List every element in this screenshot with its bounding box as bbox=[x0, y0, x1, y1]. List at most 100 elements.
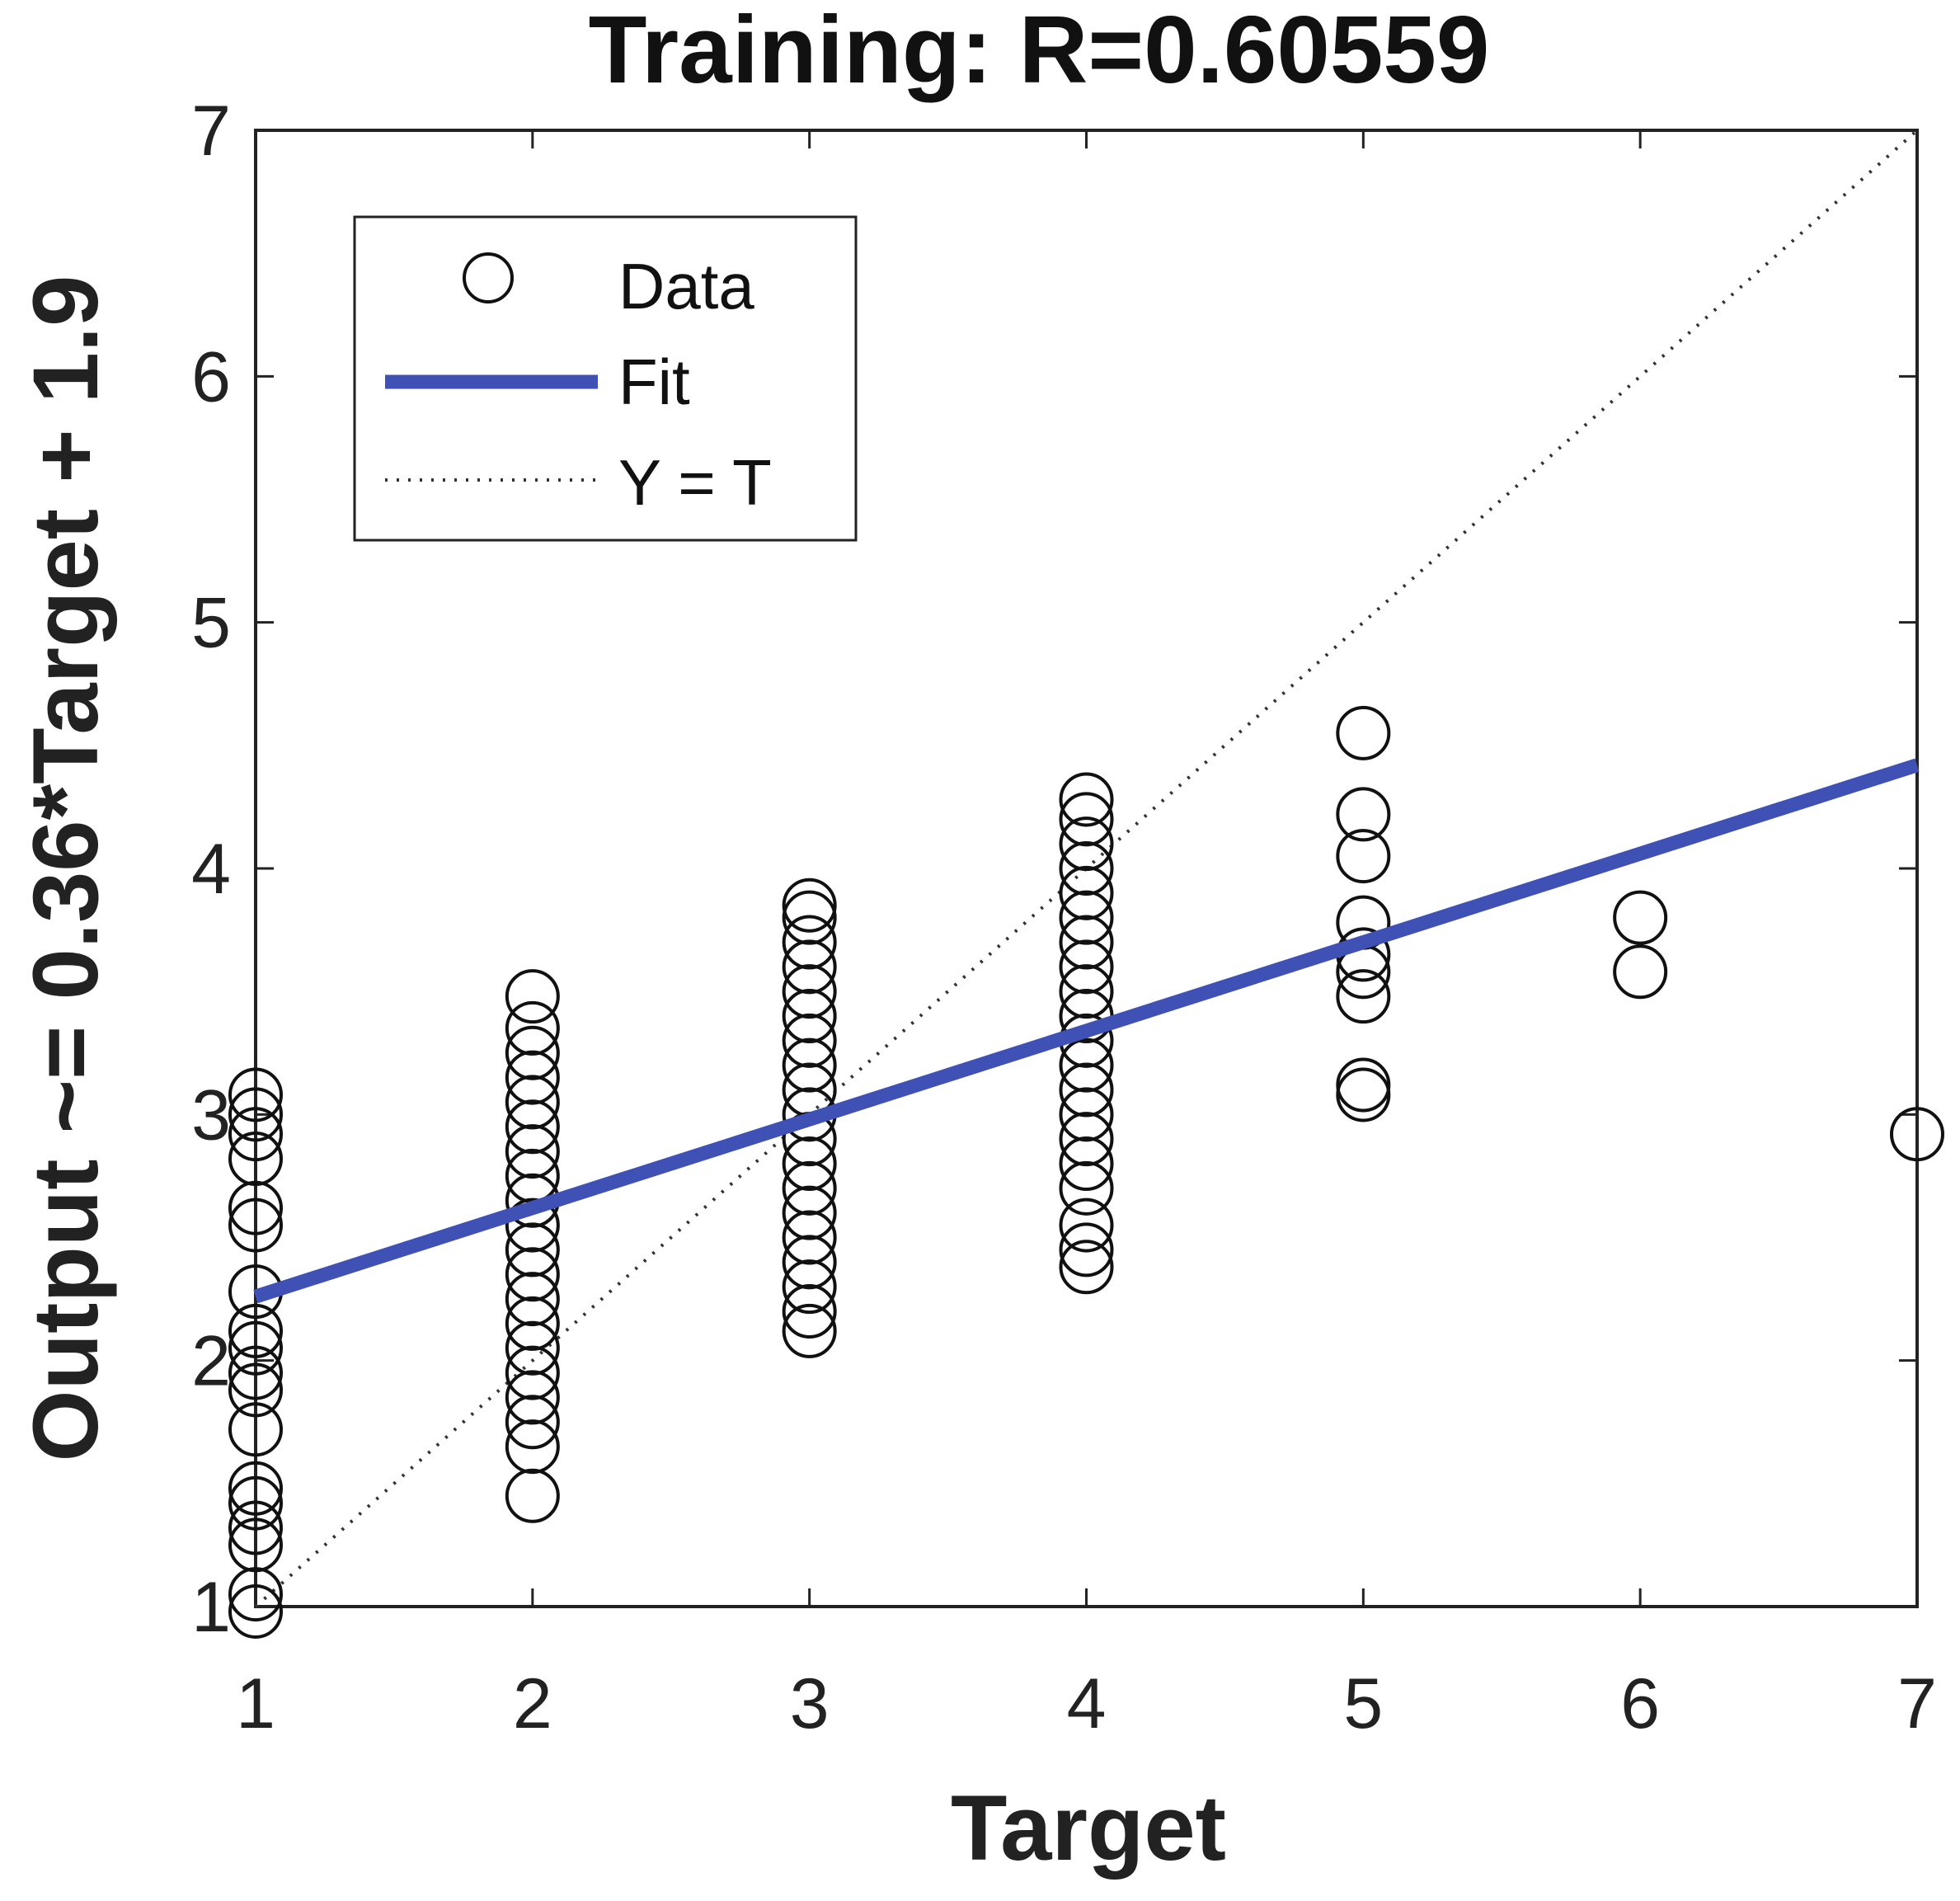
data-point bbox=[782, 989, 837, 1043]
y-tick-label: 2 bbox=[191, 1322, 231, 1401]
fit-line bbox=[253, 758, 1920, 1304]
data-point bbox=[1059, 939, 1114, 995]
data-point bbox=[505, 1419, 560, 1475]
data-point bbox=[1336, 705, 1391, 760]
data-point bbox=[505, 1272, 560, 1327]
y-tick-label: 3 bbox=[191, 1075, 231, 1155]
y-tick-labels: 1 2 3 4 5 6 7 bbox=[191, 92, 231, 1647]
data-point bbox=[505, 1247, 560, 1302]
legend-label-identity: Y = T bbox=[618, 446, 772, 519]
data-point bbox=[505, 1000, 560, 1056]
data-point bbox=[1059, 816, 1114, 872]
data-point bbox=[782, 1284, 837, 1339]
y-tick-label: 5 bbox=[191, 584, 231, 663]
data-point bbox=[228, 1303, 283, 1358]
data-point bbox=[505, 1099, 560, 1155]
chart-title: Training: R=0.60559 bbox=[589, 0, 1490, 103]
data-point bbox=[1059, 772, 1114, 827]
legend-label-data: Data bbox=[618, 250, 754, 322]
data-point bbox=[228, 1345, 283, 1400]
x-tick-labels: 1 2 3 4 5 6 7 bbox=[236, 1664, 1937, 1743]
data-point bbox=[505, 1320, 560, 1376]
y-tick-label: 1 bbox=[191, 1568, 231, 1647]
data-point bbox=[228, 1320, 283, 1376]
data-point bbox=[1059, 1222, 1114, 1278]
data-point bbox=[1059, 890, 1114, 945]
data-point bbox=[505, 1198, 560, 1253]
data-point bbox=[782, 1136, 837, 1191]
data-point bbox=[782, 1160, 837, 1216]
data-point bbox=[1059, 1038, 1114, 1093]
data-point bbox=[782, 1013, 837, 1068]
x-tick-label: 4 bbox=[1067, 1664, 1107, 1743]
data-point bbox=[1059, 1240, 1114, 1295]
data-point bbox=[505, 1222, 560, 1278]
data-point bbox=[505, 1345, 560, 1400]
data-point bbox=[505, 1025, 560, 1080]
data-point bbox=[228, 1518, 283, 1573]
data-point bbox=[228, 1067, 283, 1122]
data-point bbox=[505, 1296, 560, 1351]
data-point bbox=[782, 915, 837, 970]
x-tick-label: 2 bbox=[513, 1664, 552, 1743]
data-point bbox=[1336, 1057, 1391, 1113]
legend-data-marker-icon bbox=[463, 252, 514, 304]
data-point bbox=[505, 1395, 560, 1450]
data-point bbox=[505, 1124, 560, 1179]
data-point bbox=[1059, 1112, 1114, 1167]
data-point bbox=[1059, 915, 1114, 970]
data-point bbox=[228, 1198, 283, 1253]
data-point bbox=[228, 1362, 283, 1418]
data-point bbox=[1059, 865, 1114, 920]
data-point bbox=[1336, 969, 1391, 1024]
data-point bbox=[1059, 1136, 1114, 1191]
data-point bbox=[782, 878, 837, 933]
data-point bbox=[1613, 890, 1668, 945]
x-tick-label: 6 bbox=[1620, 1664, 1660, 1743]
data-point bbox=[228, 1583, 283, 1639]
data-point bbox=[505, 969, 560, 1024]
data-point bbox=[782, 1210, 837, 1265]
data-point bbox=[1336, 1067, 1391, 1122]
data-point bbox=[1059, 964, 1114, 1019]
x-tick-label: 1 bbox=[236, 1664, 275, 1743]
data-point bbox=[505, 1075, 560, 1130]
x-axis-label: Target bbox=[951, 1776, 1226, 1880]
y-tick-label: 4 bbox=[191, 830, 231, 909]
data-point bbox=[1059, 1087, 1114, 1142]
data-point bbox=[505, 1050, 560, 1105]
data-point bbox=[782, 964, 837, 1019]
data-point bbox=[1059, 1062, 1114, 1118]
data-point bbox=[1890, 1107, 1944, 1162]
x-tick-label: 7 bbox=[1897, 1664, 1937, 1743]
x-tick-label: 3 bbox=[790, 1664, 830, 1743]
axis-ticks bbox=[254, 129, 1919, 1608]
data-point bbox=[228, 1180, 283, 1235]
data-point bbox=[228, 1500, 283, 1555]
data-point bbox=[228, 1475, 283, 1531]
data-point bbox=[228, 1461, 283, 1516]
data-point bbox=[1059, 1160, 1114, 1216]
legend: Data Fit Y = T bbox=[353, 215, 858, 542]
data-point bbox=[228, 1107, 283, 1162]
data-point bbox=[228, 1402, 283, 1457]
data-point bbox=[782, 939, 837, 995]
data-point bbox=[505, 1468, 560, 1523]
data-point bbox=[782, 1259, 837, 1315]
data-point bbox=[782, 1235, 837, 1290]
x-tick-label: 5 bbox=[1343, 1664, 1383, 1743]
legend-label-fit: Fit bbox=[618, 346, 690, 418]
data-point bbox=[782, 1185, 837, 1240]
identity-line bbox=[254, 129, 1919, 1608]
y-tick-label: 7 bbox=[191, 92, 231, 171]
data-point bbox=[228, 1087, 283, 1142]
y-axis-label: Output ~= 0.36*Target + 1.9 bbox=[14, 275, 117, 1462]
data-point bbox=[782, 1303, 837, 1358]
data-point bbox=[1059, 792, 1114, 847]
data-point bbox=[1613, 944, 1668, 1000]
data-point bbox=[782, 1038, 837, 1093]
data-point bbox=[228, 1132, 283, 1187]
data-point bbox=[1336, 787, 1391, 842]
data-point bbox=[505, 1370, 560, 1425]
